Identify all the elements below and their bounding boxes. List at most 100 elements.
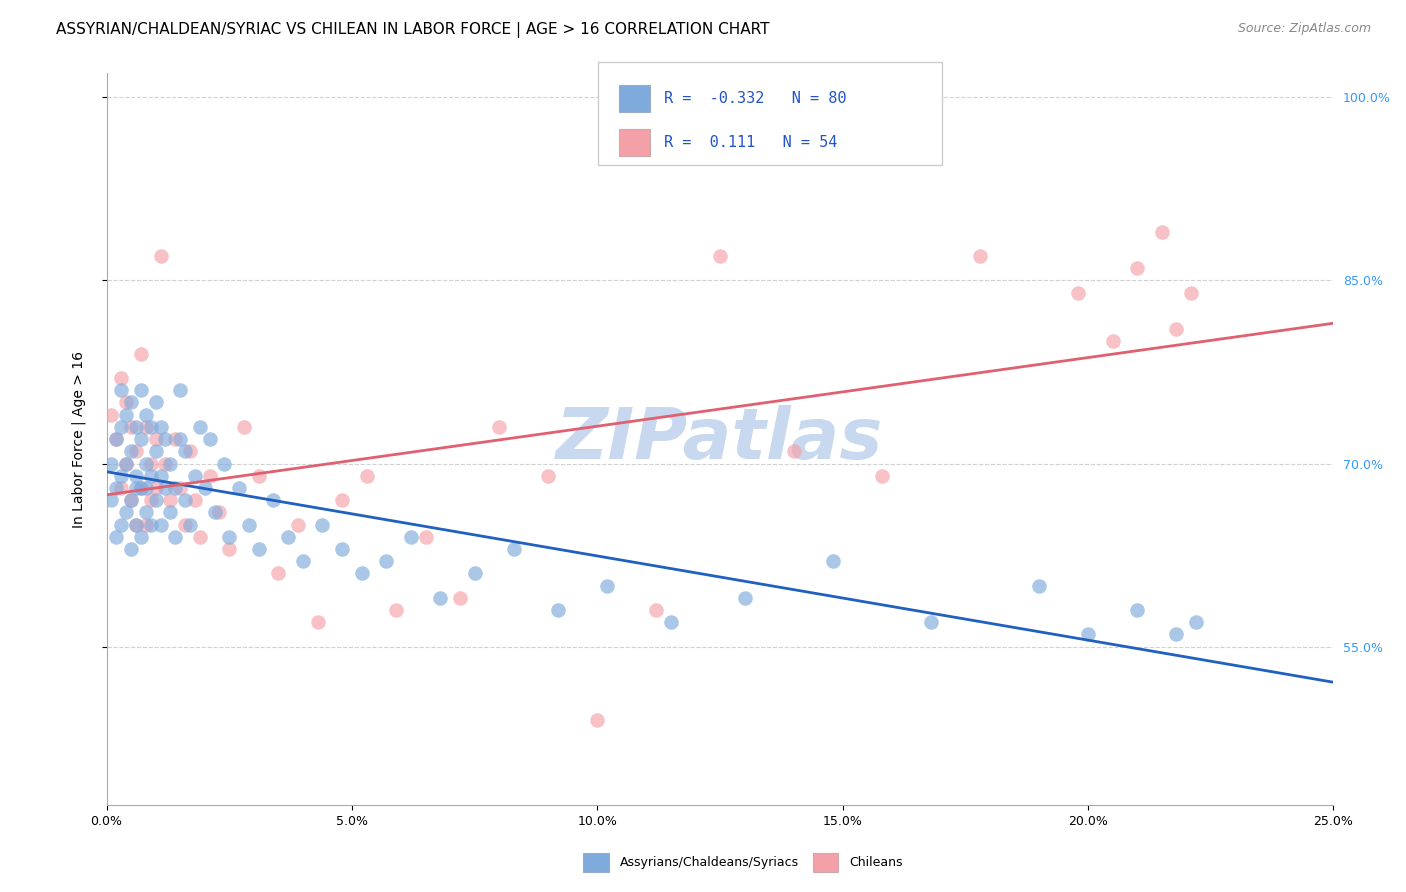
- Point: [198, 468, 221, 483]
- Text: ASSYRIAN/CHALDEAN/SYRIAC VS CHILEAN IN LABOR FORCE | AGE > 16 CORRELATION CHART: ASSYRIAN/CHALDEAN/SYRIAC VS CHILEAN IN L…: [56, 22, 769, 38]
- Point: [291, 554, 314, 568]
- Point: [1166, 627, 1188, 641]
- Point: [135, 420, 157, 434]
- Point: [115, 505, 138, 519]
- Point: [375, 554, 398, 568]
- Point: [350, 566, 373, 581]
- Text: Assyrians/Chaldeans/Syriacs: Assyrians/Chaldeans/Syriacs: [620, 856, 799, 869]
- Point: [125, 444, 148, 458]
- Point: [233, 420, 256, 434]
- Point: [1166, 322, 1188, 336]
- Point: [129, 384, 152, 398]
- Point: [399, 530, 422, 544]
- Point: [208, 505, 231, 519]
- Point: [155, 457, 177, 471]
- Point: [135, 517, 157, 532]
- Point: [120, 493, 142, 508]
- Point: [139, 420, 162, 434]
- Point: [115, 408, 138, 422]
- Point: [238, 517, 260, 532]
- Point: [920, 615, 942, 629]
- Point: [267, 566, 290, 581]
- Point: [502, 541, 524, 556]
- Point: [709, 249, 731, 263]
- Point: [125, 420, 148, 434]
- Point: [149, 517, 172, 532]
- Text: Chileans: Chileans: [849, 856, 903, 869]
- Point: [100, 408, 122, 422]
- Point: [782, 444, 804, 458]
- Point: [110, 468, 132, 483]
- Point: [120, 395, 142, 409]
- Point: [1185, 615, 1208, 629]
- Point: [1101, 334, 1123, 349]
- Point: [228, 481, 250, 495]
- Point: [174, 493, 197, 508]
- Point: [596, 578, 619, 592]
- Point: [179, 444, 201, 458]
- Point: [145, 493, 167, 508]
- Point: [125, 517, 148, 532]
- Point: [120, 444, 142, 458]
- Point: [547, 603, 569, 617]
- Point: [100, 457, 122, 471]
- Point: [110, 371, 132, 385]
- Point: [330, 493, 353, 508]
- Point: [174, 517, 197, 532]
- Point: [135, 505, 157, 519]
- Point: [105, 530, 128, 544]
- Point: [165, 481, 187, 495]
- Point: [385, 603, 408, 617]
- Point: [194, 481, 217, 495]
- Point: [188, 420, 211, 434]
- Point: [145, 432, 167, 446]
- Point: [139, 493, 162, 508]
- Point: [179, 517, 201, 532]
- Point: [125, 517, 148, 532]
- Point: [188, 530, 211, 544]
- Point: [110, 481, 132, 495]
- Point: [277, 530, 299, 544]
- Point: [165, 432, 187, 446]
- Point: [307, 615, 329, 629]
- Point: [135, 481, 157, 495]
- Point: [198, 432, 221, 446]
- Point: [429, 591, 451, 605]
- Point: [149, 420, 172, 434]
- Point: [659, 615, 682, 629]
- Point: [115, 395, 138, 409]
- Point: [155, 481, 177, 495]
- Point: [129, 432, 152, 446]
- Point: [1067, 285, 1090, 300]
- Point: [115, 457, 138, 471]
- Point: [537, 468, 560, 483]
- Point: [159, 505, 181, 519]
- Point: [100, 493, 122, 508]
- Point: [129, 481, 152, 495]
- Point: [247, 541, 270, 556]
- Point: [129, 346, 152, 360]
- Point: [129, 481, 152, 495]
- Y-axis label: In Labor Force | Age > 16: In Labor Force | Age > 16: [72, 351, 86, 527]
- Point: [1180, 285, 1202, 300]
- Point: [821, 554, 844, 568]
- Point: [734, 591, 756, 605]
- Text: Source: ZipAtlas.com: Source: ZipAtlas.com: [1237, 22, 1371, 36]
- Point: [464, 566, 486, 581]
- Text: R =  0.111   N = 54: R = 0.111 N = 54: [664, 136, 837, 150]
- Point: [174, 444, 197, 458]
- Point: [1028, 578, 1050, 592]
- Point: [356, 468, 378, 483]
- Point: [145, 395, 167, 409]
- Point: [125, 481, 148, 495]
- Point: [110, 420, 132, 434]
- Point: [105, 481, 128, 495]
- Point: [287, 517, 309, 532]
- Point: [120, 493, 142, 508]
- Point: [115, 457, 138, 471]
- Point: [110, 517, 132, 532]
- Point: [135, 408, 157, 422]
- Point: [165, 530, 187, 544]
- Point: [645, 603, 668, 617]
- Point: [129, 530, 152, 544]
